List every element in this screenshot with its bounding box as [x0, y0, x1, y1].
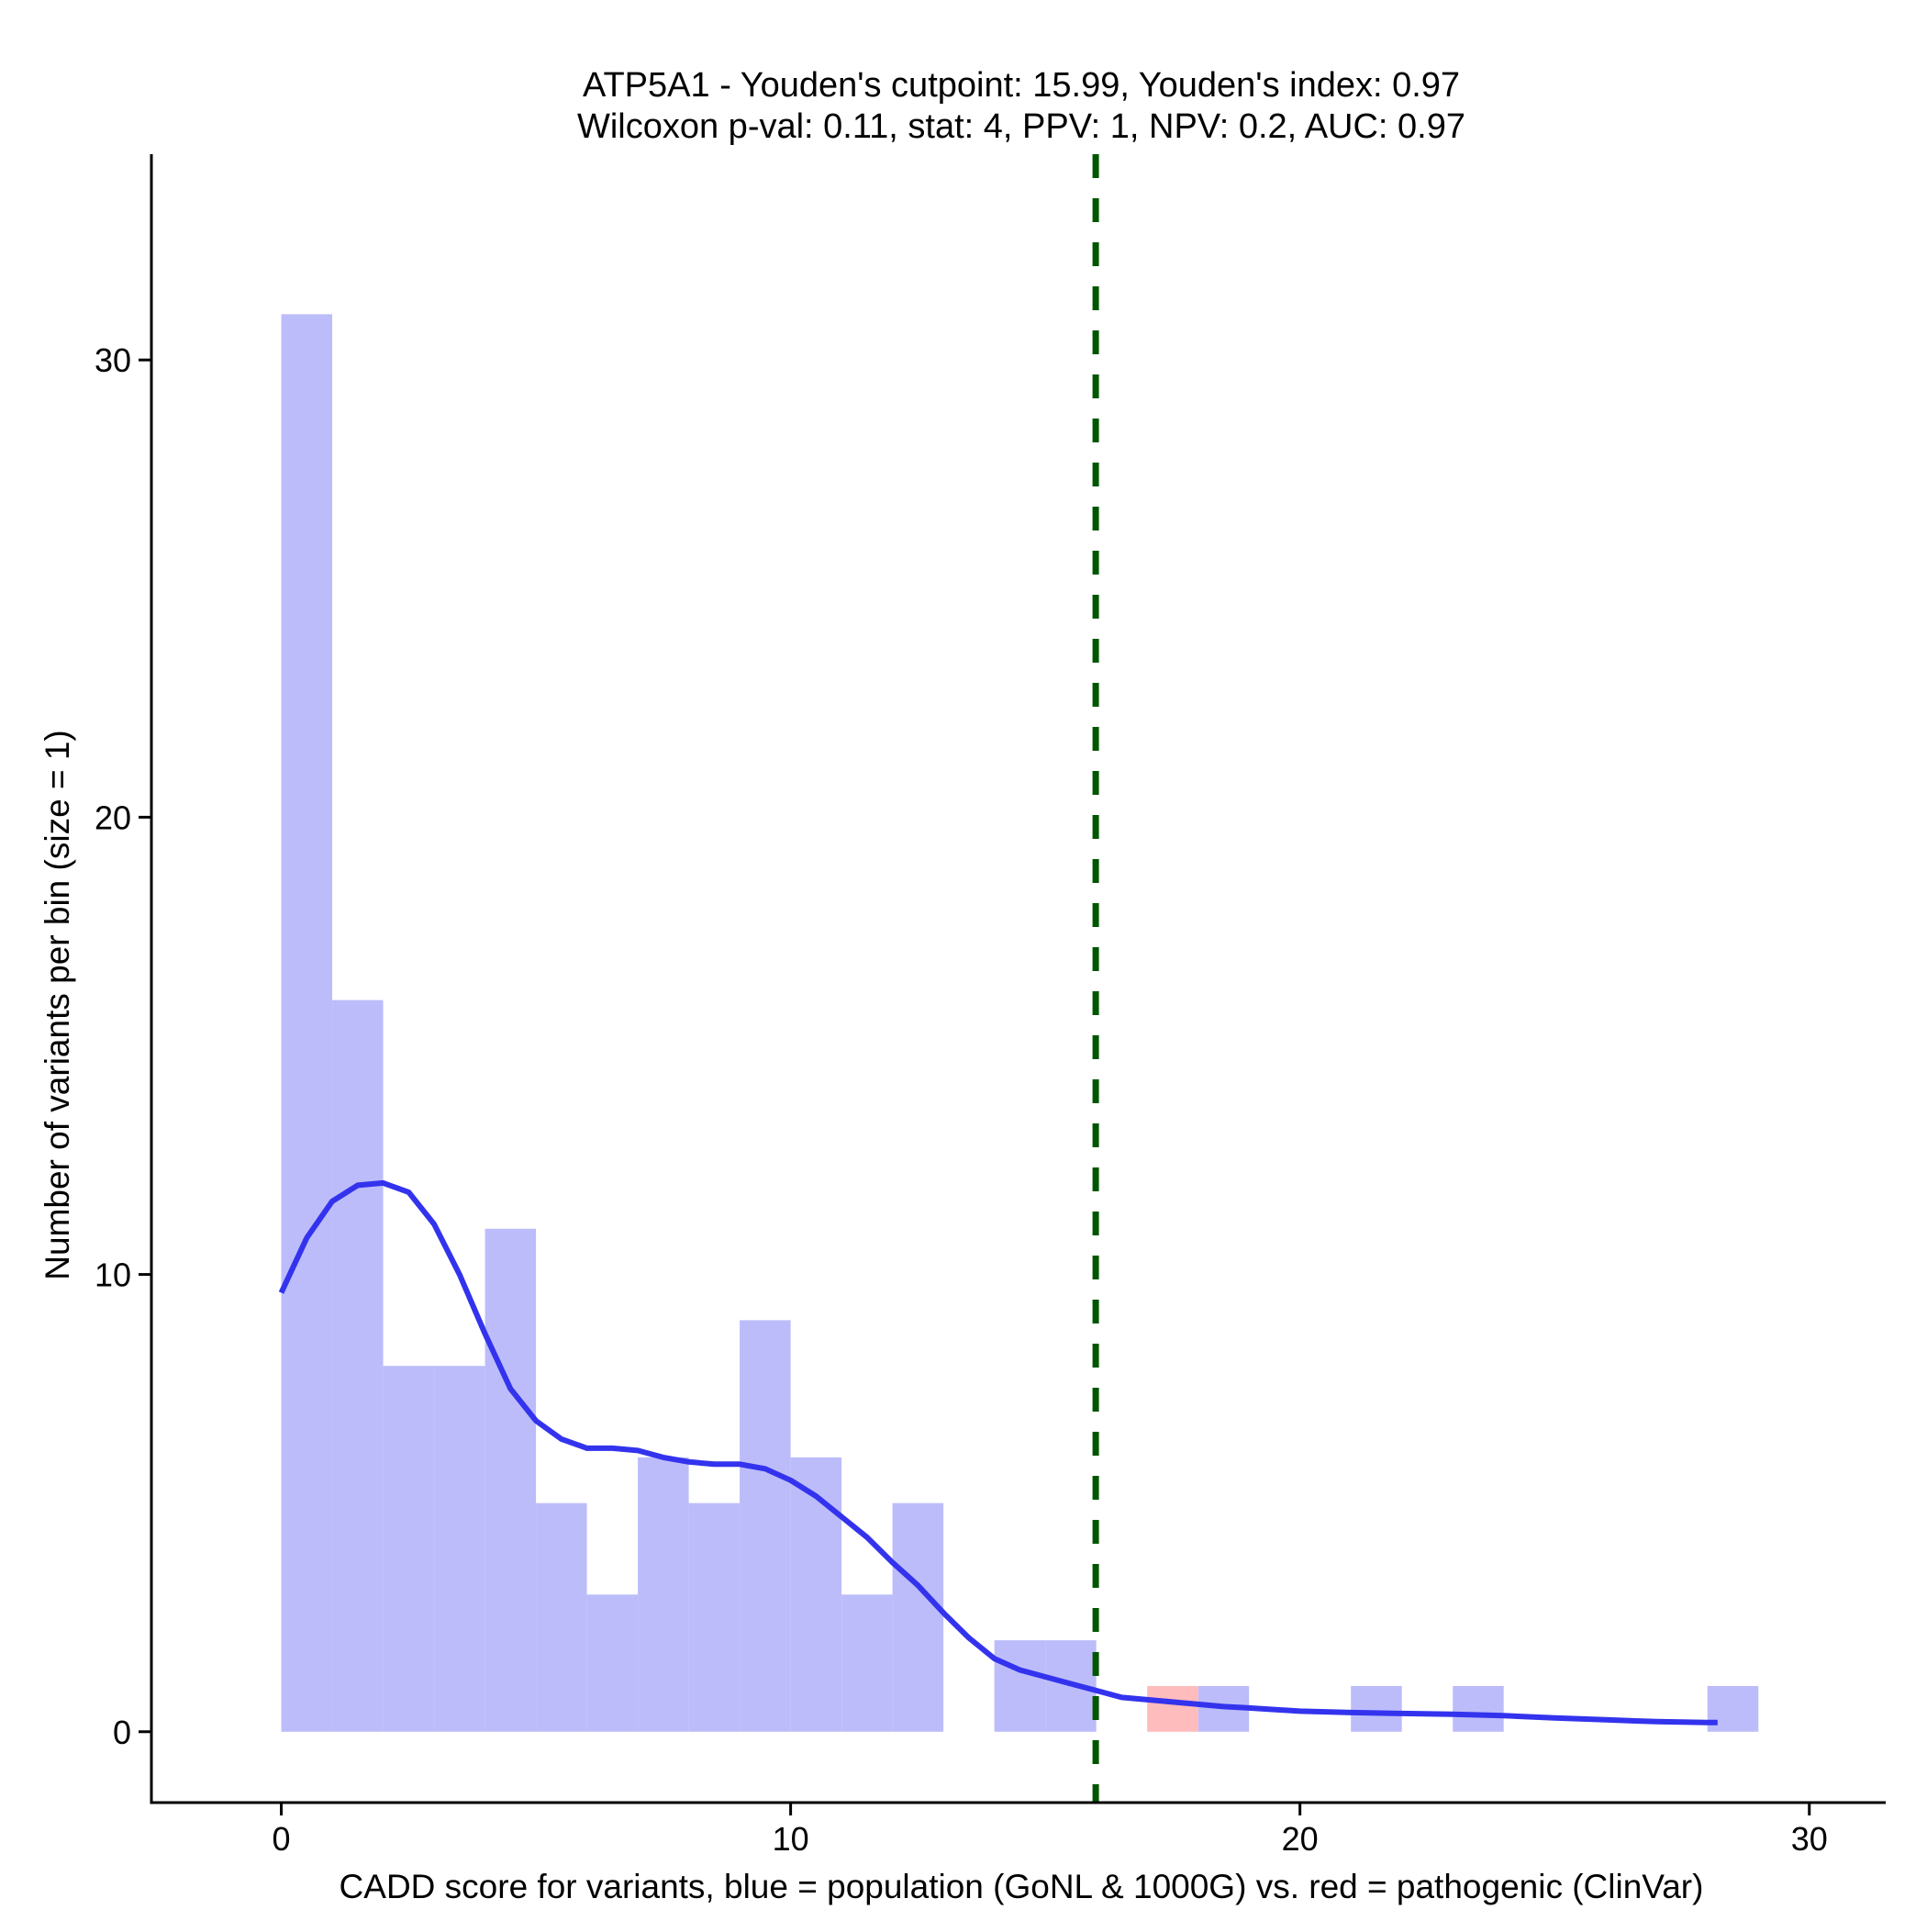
population-bar-8 — [688, 1502, 741, 1732]
x-tick-label: 10 — [773, 1820, 809, 1858]
population-bar-0 — [281, 314, 333, 1732]
chart-title-line-2: Wilcoxon p-val: 0.11, stat: 4, PPV: 1, N… — [577, 107, 1465, 146]
y-axis-label: Number of variants per bin (size = 1) — [39, 730, 76, 1279]
x-tick-label: 20 — [1282, 1820, 1319, 1858]
population-bar-17 — [1453, 1685, 1504, 1732]
population-bar-9 — [740, 1320, 791, 1732]
y-tick-label: 20 — [95, 798, 131, 836]
population-bar-13 — [994, 1640, 1046, 1732]
y-tick-label: 30 — [95, 341, 131, 379]
population-bar-3 — [434, 1366, 485, 1732]
ticks-layer: 0 10 20 30 0 10 20 30 — [95, 341, 1828, 1858]
density-curve-layer — [278, 1179, 1718, 1725]
population-bar-1 — [332, 1000, 384, 1732]
density-curve — [278, 1179, 1718, 1725]
x-tick-label: 0 — [273, 1820, 291, 1858]
axes-layer — [150, 154, 1886, 1804]
population-bar-10 — [790, 1457, 842, 1732]
x-axis-label: CADD score for variants, blue = populati… — [340, 1868, 1704, 1905]
y-tick-label: 10 — [95, 1256, 131, 1294]
population-bar-16 — [1351, 1685, 1402, 1732]
bars-layer — [281, 314, 1759, 1732]
population-bar-4 — [485, 1228, 537, 1732]
chart-title-line-1: ATP5A1 - Youden's cutpoint: 15.99, Youde… — [583, 66, 1460, 105]
population-bar-12 — [892, 1502, 944, 1732]
population-bar-7 — [638, 1457, 689, 1732]
x-tick-label: 30 — [1791, 1820, 1828, 1858]
population-bar-11 — [841, 1594, 893, 1732]
pathogenic-bar-0 — [1147, 1685, 1198, 1732]
population-bar-5 — [536, 1502, 587, 1732]
population-bar-6 — [586, 1594, 639, 1732]
y-tick-label: 0 — [113, 1714, 131, 1751]
population-bar-2 — [383, 1366, 435, 1732]
